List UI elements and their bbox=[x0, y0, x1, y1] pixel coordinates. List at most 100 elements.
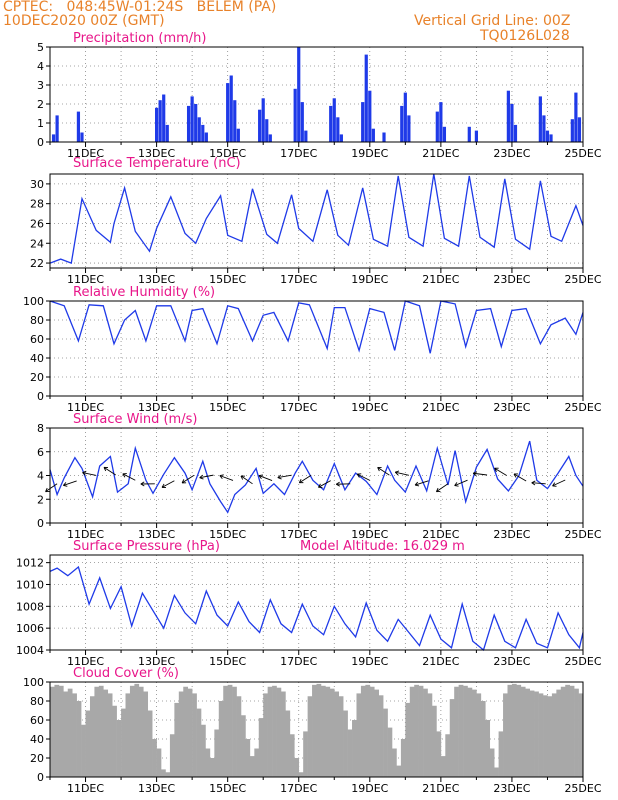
wind-arrow-head bbox=[219, 474, 224, 477]
cloud-bar bbox=[405, 702, 411, 777]
y-tick-label: 6 bbox=[37, 446, 44, 459]
x-tick-label: 15DEC bbox=[209, 655, 246, 668]
cloud-bar bbox=[298, 772, 304, 777]
x-tick-label: 17DEC bbox=[280, 655, 317, 668]
wind-arrow-head bbox=[82, 472, 86, 476]
cloud-bar bbox=[431, 705, 437, 777]
cloud-bar bbox=[471, 689, 477, 777]
precip-bar bbox=[197, 117, 201, 142]
x-tick-label: 11DEC bbox=[67, 655, 104, 668]
cloud-bar bbox=[556, 689, 562, 777]
cloud-bar bbox=[418, 685, 424, 777]
cloud-bar bbox=[58, 685, 64, 777]
cloud-bar bbox=[320, 685, 326, 777]
precip-bar bbox=[55, 115, 59, 142]
precip-bar bbox=[261, 98, 265, 142]
y-tick-label: 24 bbox=[30, 237, 44, 250]
cloud-bar bbox=[463, 685, 468, 777]
cloud-bar bbox=[156, 748, 162, 777]
cloud-bar bbox=[520, 686, 526, 777]
y-tick-label: 0 bbox=[37, 517, 44, 530]
x-tick-label: 23DEC bbox=[493, 655, 530, 668]
plot-frame bbox=[49, 46, 584, 143]
wind-arrow-head bbox=[298, 478, 302, 483]
cloud-bar bbox=[276, 687, 282, 777]
x-tick-label: 19DEC bbox=[351, 655, 388, 668]
wind-arrow-head bbox=[336, 483, 340, 487]
precip-bar bbox=[204, 132, 208, 142]
cloud-bar bbox=[280, 691, 286, 777]
cloud-bar bbox=[201, 724, 206, 777]
cloud-bar bbox=[400, 739, 406, 777]
x-tick-label: 19DEC bbox=[351, 782, 388, 795]
y-tick-label: 26 bbox=[30, 217, 44, 230]
x-tick-label: 21DEC bbox=[422, 273, 459, 286]
precip-bar bbox=[332, 98, 336, 142]
cloud-bar bbox=[476, 693, 482, 777]
cloud-bar bbox=[449, 699, 455, 777]
x-tick-label: 23DEC bbox=[493, 273, 530, 286]
precip-bar bbox=[76, 111, 81, 142]
cloud-bar bbox=[338, 696, 344, 777]
cloud-bar bbox=[565, 684, 570, 777]
wind-arrow-head bbox=[82, 470, 87, 473]
cloud-bar bbox=[467, 687, 473, 777]
cloud-bar bbox=[396, 765, 402, 777]
precip-bar bbox=[304, 130, 308, 142]
cloud-bar bbox=[227, 684, 233, 777]
wind-arrow-head bbox=[240, 475, 244, 480]
grid-line-note: Vertical Grid Line: 00Z bbox=[414, 13, 571, 29]
wind-arrow bbox=[240, 475, 253, 485]
cloud-bar bbox=[112, 705, 117, 777]
x-tick-label: 19DEC bbox=[351, 401, 388, 414]
wind-arrow-head bbox=[356, 473, 360, 478]
wind-arrow-head bbox=[318, 483, 321, 488]
precip-bar bbox=[400, 105, 404, 142]
cloud-bar bbox=[494, 767, 499, 777]
panel-title: Precipitation (mm/h) bbox=[73, 31, 206, 46]
wind-arrow bbox=[531, 482, 546, 485]
cloud-bar bbox=[569, 685, 575, 777]
panel-subtitle: Model Altitude: 16.029 m bbox=[300, 539, 465, 554]
precip-bar bbox=[194, 104, 198, 142]
x-tick-label: 19DEC bbox=[351, 528, 388, 541]
y-tick-label: 60 bbox=[30, 333, 44, 346]
panel-0 bbox=[46, 46, 584, 147]
wind-arrow bbox=[473, 472, 488, 476]
precip-bar bbox=[364, 54, 368, 142]
panel-title: Relative Humidity (%) bbox=[73, 285, 215, 300]
precip-bar bbox=[186, 105, 191, 142]
x-tick-label: 17DEC bbox=[280, 273, 317, 286]
wind-arrow bbox=[219, 475, 234, 481]
cloud-bar bbox=[121, 708, 126, 777]
cloud-bar bbox=[414, 684, 419, 777]
cloud-bar bbox=[347, 729, 353, 777]
y-tick-label: 28 bbox=[30, 198, 44, 211]
y-tick-label: 1012 bbox=[16, 557, 44, 570]
precip-bar bbox=[236, 128, 240, 142]
cloud-bar bbox=[480, 701, 486, 777]
wind-arrow-head bbox=[219, 475, 223, 480]
precip-bar bbox=[258, 109, 262, 142]
wind-arrow bbox=[454, 479, 468, 487]
panel-2 bbox=[46, 300, 584, 401]
x-tick-label: 23DEC bbox=[493, 147, 530, 160]
x-tick-label: 25DEC bbox=[564, 273, 601, 286]
series-line bbox=[49, 440, 584, 514]
cloud-bar bbox=[214, 729, 220, 777]
y-tick-label: 1004 bbox=[16, 644, 44, 657]
cloud-bar bbox=[245, 739, 251, 777]
cloud-bar bbox=[303, 731, 308, 777]
cloud-bar bbox=[485, 720, 491, 777]
wind-arrow-head bbox=[277, 477, 282, 480]
precip-bar bbox=[506, 90, 510, 142]
precip-bar bbox=[570, 119, 574, 142]
precip-bar bbox=[226, 83, 230, 142]
cloud-bar bbox=[454, 686, 459, 777]
cloud-bar bbox=[147, 710, 153, 777]
y-tick-label: 1008 bbox=[16, 600, 44, 613]
wind-arrow-head bbox=[336, 481, 340, 485]
wind-arrow-head bbox=[531, 480, 536, 484]
wind-arrow bbox=[82, 472, 97, 476]
precip-bar bbox=[439, 102, 443, 142]
